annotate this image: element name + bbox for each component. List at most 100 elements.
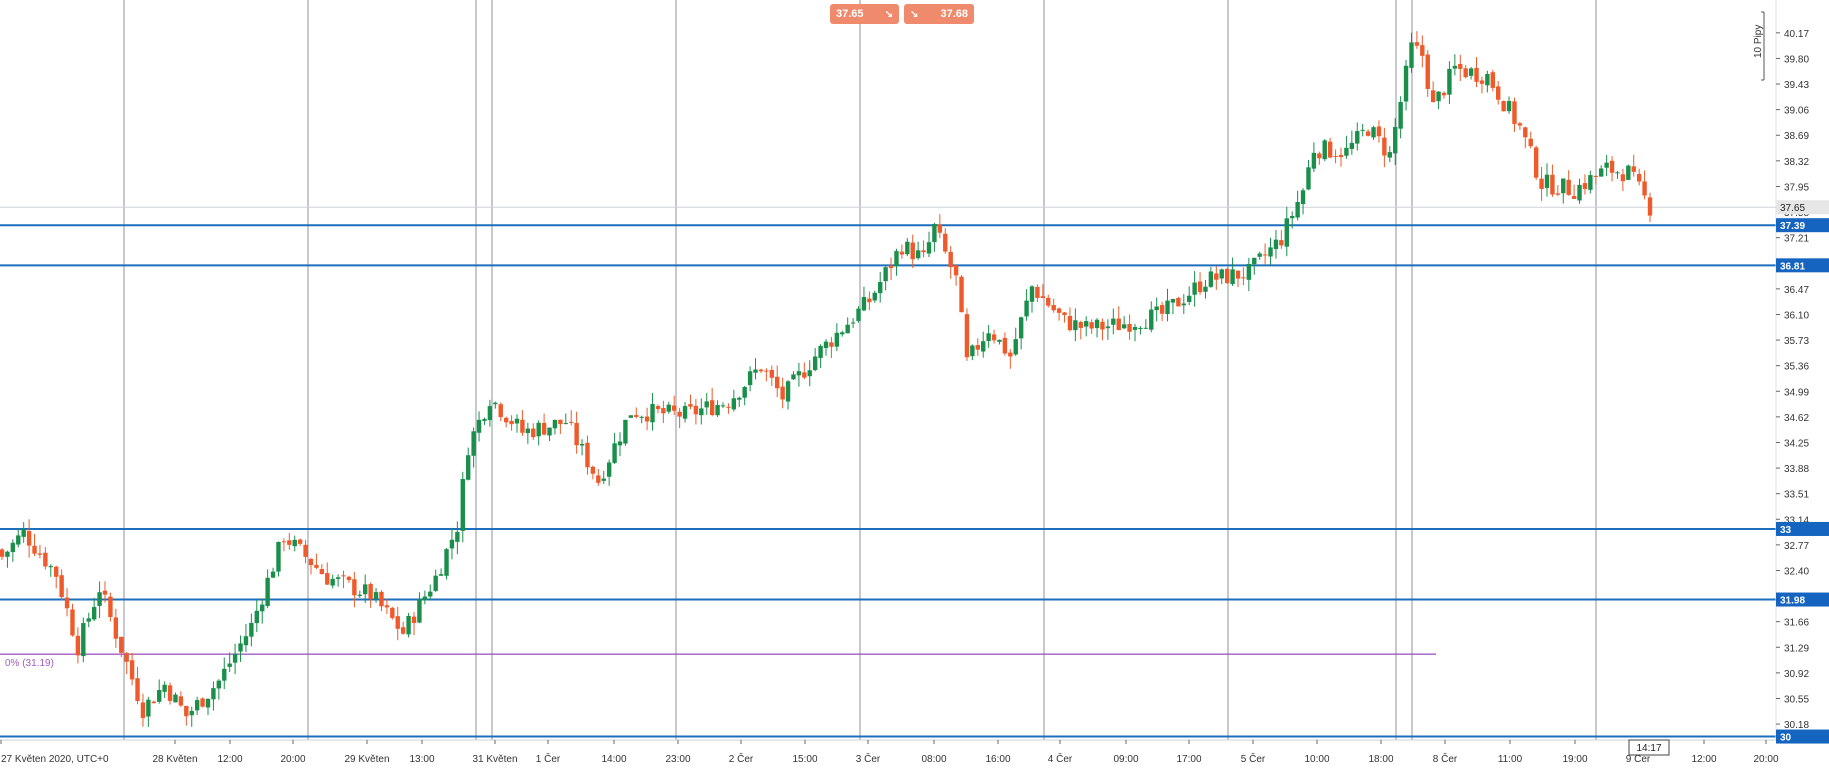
- candle-body: [1078, 322, 1083, 328]
- candle-body: [43, 552, 48, 567]
- candle-body: [1447, 68, 1452, 95]
- candle-body: [167, 685, 173, 701]
- candle-body: [1165, 300, 1170, 315]
- candle-body: [422, 596, 428, 601]
- candle-body: [1620, 174, 1626, 182]
- candle-body: [634, 415, 639, 417]
- x-tick-label: 4 Čer: [1048, 752, 1073, 765]
- candle-body: [964, 314, 970, 358]
- candle-body: [200, 698, 205, 707]
- candle-body: [720, 405, 726, 407]
- candle-body: [352, 579, 357, 596]
- candle-body: [406, 615, 411, 635]
- candle-body: [888, 265, 894, 269]
- y-tick-label: 32.77: [1784, 541, 1809, 552]
- candle-body: [758, 369, 764, 372]
- buy-button[interactable]: ↘ 37.68: [904, 4, 974, 24]
- candle-body: [1468, 68, 1474, 76]
- candle-body: [991, 334, 997, 341]
- candle-body: [1219, 269, 1224, 279]
- candle-body: [1577, 184, 1582, 201]
- candle-body: [395, 616, 400, 629]
- candle-body: [644, 416, 650, 422]
- candle-body: [238, 643, 243, 652]
- candle-body: [297, 539, 303, 544]
- candle-body: [1539, 178, 1544, 189]
- candle-body: [157, 689, 162, 702]
- candlestick-series: [0, 31, 1653, 727]
- x-tick-label: 23:00: [665, 754, 690, 765]
- buy-price: 37.68: [940, 8, 968, 20]
- y-tick-label: 30.18: [1784, 720, 1809, 731]
- candle-body: [1252, 257, 1257, 265]
- candle-body: [97, 592, 102, 606]
- y-tick-label: 34.99: [1784, 387, 1809, 398]
- candle-body: [1257, 253, 1262, 257]
- candle-body: [590, 466, 596, 474]
- candle-body: [1089, 322, 1094, 329]
- candle-body: [1018, 317, 1024, 339]
- level-tag-label: 30: [1780, 733, 1792, 744]
- candle-body: [796, 371, 802, 376]
- candle-body: [81, 623, 86, 657]
- level-tag: [1776, 729, 1829, 744]
- candle-body: [124, 653, 129, 662]
- candle-body: [1490, 72, 1495, 88]
- level-price-tags: 37.39 36.81 33 31.98 30: [1776, 218, 1829, 744]
- candle-body: [1631, 166, 1636, 172]
- candle-body: [1138, 327, 1143, 329]
- candle-body: [1647, 197, 1653, 216]
- candle-body: [1512, 101, 1517, 124]
- y-tick-label: 30.92: [1784, 669, 1809, 680]
- candle-body: [704, 401, 709, 408]
- candle-body: [292, 539, 297, 547]
- candle-body: [1170, 299, 1176, 303]
- candle-body: [1322, 140, 1327, 160]
- candle-body: [921, 250, 926, 253]
- candle-body: [585, 442, 590, 468]
- candle-body: [709, 400, 715, 415]
- candle-body: [1349, 142, 1355, 150]
- candle-body: [1615, 172, 1620, 174]
- level-tag-label: 31.98: [1780, 596, 1805, 607]
- candle-body: [829, 342, 834, 347]
- candle-body: [444, 549, 449, 576]
- candle-body: [948, 251, 953, 268]
- candle-body: [0, 549, 5, 557]
- y-tick-label: 31.29: [1784, 643, 1809, 654]
- candle-body: [910, 242, 915, 260]
- candle-body: [975, 345, 980, 350]
- candle-body: [823, 341, 829, 348]
- current-price-label: 37.65: [1780, 203, 1805, 214]
- candle-body: [222, 668, 227, 681]
- y-tick-label: 35.36: [1784, 362, 1809, 373]
- candle-body: [26, 530, 32, 546]
- y-axis: 40.1739.8039.4339.0638.6938.3237.9537.58…: [1775, 0, 1829, 740]
- candle-body: [135, 678, 140, 701]
- time-cursor-tag[interactable]: 14:17: [1628, 739, 1670, 756]
- candle-body: [1024, 300, 1029, 317]
- candle-body: [688, 404, 693, 407]
- candle-body: [1062, 312, 1067, 315]
- x-tick-label: 8 Čer: [1433, 752, 1458, 765]
- candle-body: [1241, 277, 1246, 279]
- y-tick-label: 37.95: [1784, 182, 1809, 193]
- x-tick-label: 09:00: [1113, 754, 1138, 765]
- y-tick-label: 33.14: [1784, 515, 1809, 526]
- level-tag: [1776, 521, 1829, 536]
- sell-button[interactable]: 37.65 ↘: [830, 4, 899, 24]
- candle-body: [1116, 318, 1121, 331]
- candle-body: [1300, 190, 1306, 205]
- candle-body: [1533, 147, 1539, 178]
- candle-body: [840, 332, 845, 335]
- candle-body: [959, 276, 964, 313]
- candle-body: [541, 422, 547, 435]
- candle-body: [1398, 101, 1403, 129]
- candle-body: [162, 684, 167, 692]
- candle-body: [1523, 127, 1528, 138]
- candle-body: [232, 653, 238, 663]
- candle-body: [834, 332, 840, 347]
- candle-body: [856, 308, 861, 321]
